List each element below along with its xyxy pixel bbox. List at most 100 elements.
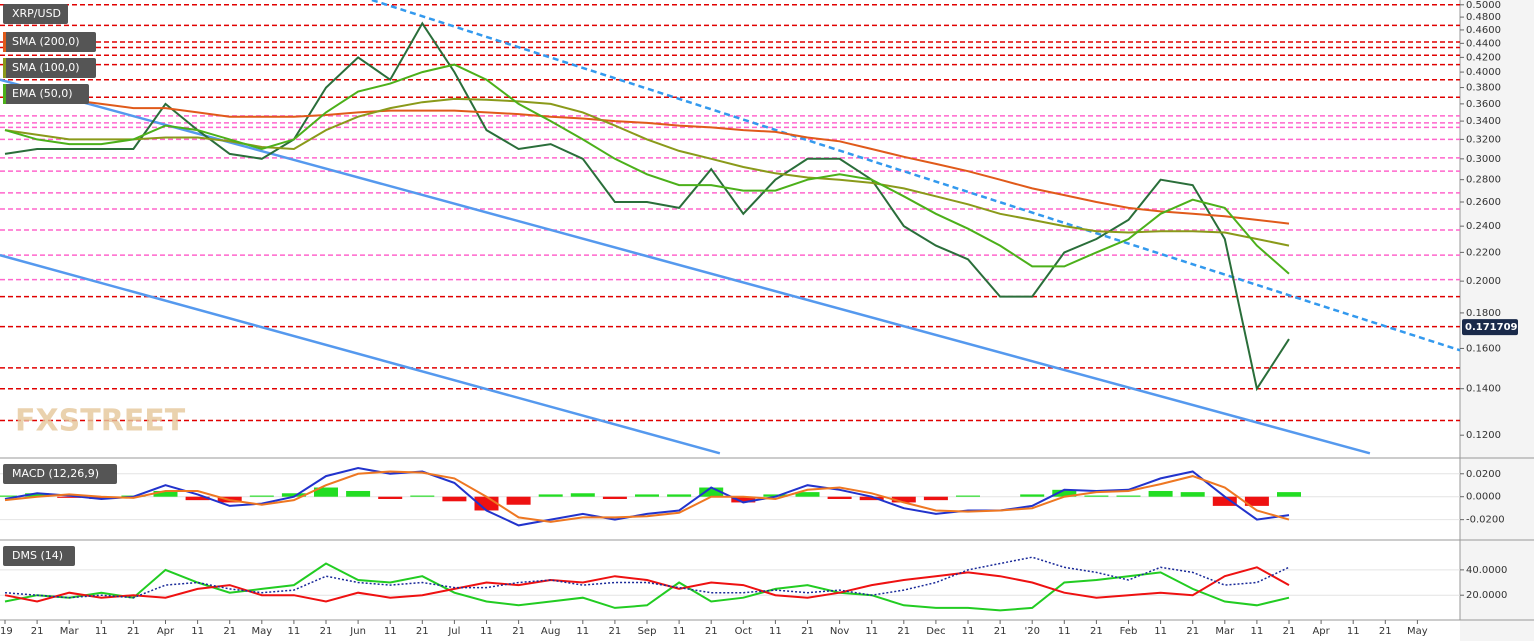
y-tick-label: 0.1400 xyxy=(1466,384,1501,395)
x-tick-label: Oct xyxy=(735,626,752,637)
histogram-bar xyxy=(1148,490,1173,497)
x-tick-label: 11 xyxy=(480,626,493,637)
x-tick-label: Feb xyxy=(1120,626,1138,637)
legend-swatch xyxy=(3,84,6,104)
histogram-bar xyxy=(378,496,403,499)
histogram-bar xyxy=(1244,496,1269,506)
histogram-bar xyxy=(602,496,627,499)
x-tick-label: 11 xyxy=(1251,626,1264,637)
histogram-bar xyxy=(923,496,948,501)
legend-box xyxy=(3,58,96,78)
x-tick-label: 11 xyxy=(95,626,108,637)
x-tick-label: 11 xyxy=(191,626,204,637)
indicator-line xyxy=(4,470,1290,523)
x-tick-label: Nov xyxy=(830,626,850,637)
legend-swatch xyxy=(3,58,6,78)
histogram-bar xyxy=(57,496,82,498)
x-tick-label: 11 xyxy=(288,626,301,637)
y-tick-label: 0.3000 xyxy=(1466,154,1501,165)
x-tick-label: Dec xyxy=(926,626,945,637)
histogram-bar xyxy=(956,495,980,497)
y-tick-label: 0.3400 xyxy=(1466,116,1501,127)
x-tick-label: May xyxy=(1407,626,1428,637)
x-tick-label: 11 xyxy=(384,626,397,637)
x-tick-label: Sep xyxy=(638,626,657,637)
histogram-bar xyxy=(346,490,371,497)
x-tick-label: 21 xyxy=(127,626,140,637)
legend-box xyxy=(3,546,75,566)
last-price: 0.171709 xyxy=(1465,322,1518,333)
x-tick-label: 21 xyxy=(705,626,718,637)
trend-line xyxy=(371,0,1461,352)
x-tick-label: 11 xyxy=(576,626,589,637)
histogram-bar xyxy=(1180,492,1205,497)
x-tick-label: '20 xyxy=(1024,626,1039,637)
x-tick-label: 21 xyxy=(801,626,814,637)
x-tick-label: 11 xyxy=(1347,626,1360,637)
histogram-bar xyxy=(635,494,659,497)
histogram-bar xyxy=(506,496,531,505)
y-tick-label: 0.0000 xyxy=(1466,492,1501,503)
x-tick-label: 21 xyxy=(1186,626,1199,637)
last-price-box xyxy=(1462,319,1518,336)
x-tick-label: 21 xyxy=(609,626,622,637)
histogram-bar xyxy=(859,496,884,501)
x-tick-label: 21 xyxy=(1090,626,1103,637)
y-tick-label: 20.0000 xyxy=(1466,590,1507,601)
y-tick-label: 0.4000 xyxy=(1466,67,1501,78)
y-tick-label: 0.2800 xyxy=(1466,175,1501,186)
histogram-bar xyxy=(281,493,306,497)
y-tick-label: 0.2200 xyxy=(1466,247,1501,258)
y-tick-label: 0.0200 xyxy=(1466,469,1501,480)
y-tick-label: 0.1800 xyxy=(1466,308,1501,319)
x-tick-label: Apr xyxy=(1312,626,1330,637)
y-tick-label: 0.3800 xyxy=(1466,83,1501,94)
legend-text: SMA (200,0) xyxy=(12,35,80,48)
legend-text: MACD (12,26,9) xyxy=(12,467,99,480)
x-tick-label: 11 xyxy=(769,626,782,637)
histogram-bar xyxy=(667,494,692,497)
histogram-bar xyxy=(0,495,17,497)
x-tick-label: Mar xyxy=(1215,626,1235,637)
legend-swatch xyxy=(3,32,6,52)
x-tick-label: 11 xyxy=(1154,626,1167,637)
indicator-line xyxy=(4,562,1290,612)
legend-text: XRP/USD xyxy=(12,7,61,20)
indicator-line xyxy=(4,556,1290,599)
trend-line xyxy=(0,253,721,455)
x-tick-label: '19 xyxy=(0,626,13,637)
y-tick-label: 40.0000 xyxy=(1466,565,1507,576)
histogram-bar xyxy=(827,496,852,499)
indicator-line xyxy=(4,466,1290,527)
histogram-bar xyxy=(89,496,114,499)
histogram-bar xyxy=(1277,492,1301,497)
x-tick-label: Apr xyxy=(157,626,175,637)
y-tick-label: -0.0200 xyxy=(1466,515,1505,526)
x-tick-label: 11 xyxy=(673,626,686,637)
indicator-line xyxy=(4,97,1290,247)
y-tick-label: 0.5000 xyxy=(1466,0,1501,11)
y-tick-label: 0.2000 xyxy=(1466,276,1501,287)
y-tick-label: 0.1600 xyxy=(1466,343,1501,354)
y-tick-label: 0.3200 xyxy=(1466,134,1501,145)
histogram-bar xyxy=(731,496,756,503)
x-tick-label: 11 xyxy=(962,626,975,637)
histogram-bar xyxy=(1116,495,1141,497)
x-tick-label: 21 xyxy=(320,626,333,637)
histogram-bar xyxy=(1052,489,1077,497)
y-tick-label: 0.4400 xyxy=(1466,38,1501,49)
histogram-bar xyxy=(249,495,274,497)
histogram-bar xyxy=(699,487,724,497)
x-tick-label: Aug xyxy=(541,626,561,637)
histogram-bar xyxy=(442,496,467,502)
indicator-line xyxy=(4,63,1290,275)
legend-box xyxy=(3,84,89,104)
x-tick-label: Mar xyxy=(60,626,80,637)
x-tick-label: May xyxy=(251,626,272,637)
histogram-bar xyxy=(763,494,788,497)
histogram-bar xyxy=(1020,494,1045,497)
x-tick-label: 21 xyxy=(1379,626,1392,637)
histogram-bar xyxy=(1084,495,1109,497)
x-tick-label: 21 xyxy=(512,626,525,637)
y-tick-label: 0.2400 xyxy=(1466,221,1501,232)
